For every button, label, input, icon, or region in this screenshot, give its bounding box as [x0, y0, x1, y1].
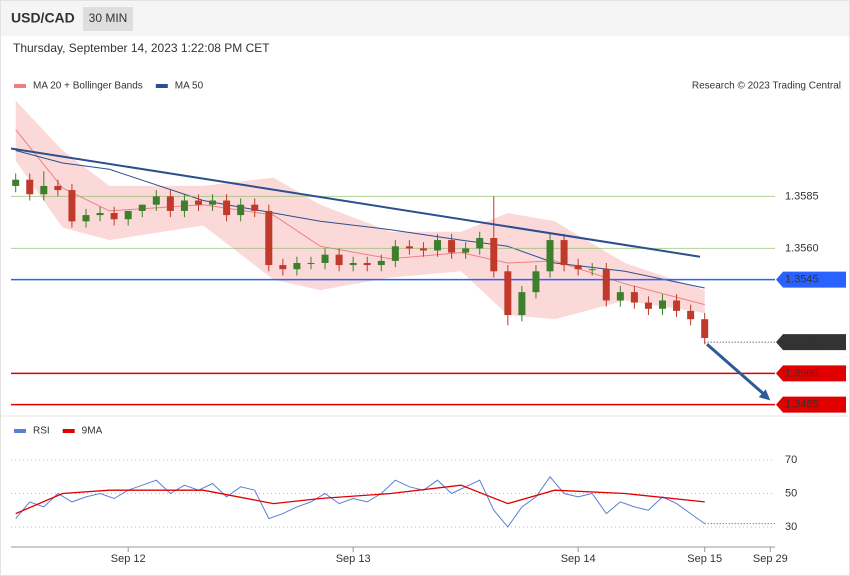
candle-body	[574, 265, 582, 270]
source: Research © 2023 Trading Central	[692, 81, 841, 92]
candle-body	[504, 271, 512, 316]
level-label: 1.3485	[785, 398, 819, 410]
level-label: 1.3560	[785, 242, 819, 254]
x-tick-label: Sep 29	[753, 553, 788, 565]
y-tick-label: 50	[785, 487, 797, 499]
candle-body	[12, 179, 20, 186]
candle-body	[687, 310, 695, 320]
level-label: 1.3515	[785, 336, 819, 348]
candle-body	[321, 254, 329, 263]
candle-body	[448, 240, 456, 253]
legend-label: MA 20 + Bollinger Bands	[33, 81, 143, 92]
header-bar	[1, 1, 849, 36]
legend-label: 9MA	[82, 426, 103, 437]
level-label: 1.3585	[785, 190, 819, 202]
candle-body	[68, 190, 76, 222]
interval: 30 MIN	[89, 11, 128, 25]
candle-body	[194, 200, 202, 205]
candle-body	[630, 292, 638, 303]
candle-body	[307, 262, 315, 264]
timestamp: Thursday, September 14, 2023 1:22:08 PM …	[13, 41, 270, 55]
candle-body	[377, 260, 385, 266]
candle-body	[434, 240, 442, 251]
candle-body	[659, 300, 667, 309]
candle-body	[265, 210, 273, 266]
legend-swatch	[14, 429, 26, 433]
level-label: 1.3500	[785, 367, 819, 379]
y-tick-label: 30	[785, 521, 797, 533]
candle-body	[462, 248, 470, 253]
rsi-line	[15, 484, 705, 515]
candle-body	[223, 200, 231, 216]
candle-body	[166, 196, 174, 211]
candle-body	[124, 210, 132, 220]
candle-body	[251, 204, 259, 211]
candle-body	[138, 204, 146, 211]
candle-body	[560, 240, 568, 266]
candle-body	[546, 240, 554, 272]
candle-body	[644, 302, 652, 309]
candle-body	[532, 271, 540, 293]
candle-body	[237, 204, 245, 216]
level-box	[776, 334, 846, 351]
legend-swatch	[155, 84, 168, 88]
candle-body	[82, 215, 90, 222]
rsi-line	[15, 475, 705, 528]
candle-body	[476, 237, 484, 249]
candle-body	[588, 269, 596, 271]
candle-body	[26, 179, 34, 195]
level-box	[776, 396, 846, 413]
candle-body	[152, 196, 160, 205]
symbol: USD/CAD	[11, 10, 75, 26]
candle-body	[180, 200, 188, 211]
arrow-head	[758, 389, 771, 401]
level-box	[776, 365, 846, 382]
candle-body	[110, 213, 118, 220]
candle-body	[335, 254, 343, 266]
level-box	[776, 271, 846, 288]
x-tick-label: Sep 12	[111, 553, 146, 565]
candle-body	[602, 269, 610, 301]
legend-label: RSI	[33, 426, 50, 437]
candle-body	[616, 292, 624, 301]
candle-body	[209, 200, 217, 205]
candle-body	[419, 248, 427, 251]
x-tick-label: Sep 13	[336, 553, 371, 565]
level-label: 1.3545	[785, 274, 819, 286]
legend-label: MA 50	[175, 81, 204, 92]
candle-body	[518, 292, 526, 316]
x-tick-label: Sep 15	[687, 553, 722, 565]
candle-body	[701, 319, 709, 338]
candle-body	[40, 185, 48, 195]
bollinger-band	[15, 100, 705, 320]
candle-body	[293, 262, 301, 270]
y-tick-label: 70	[785, 454, 797, 466]
candle-body	[96, 213, 104, 216]
legend-swatch	[62, 429, 75, 433]
interval-box	[83, 7, 133, 31]
candle-body	[391, 246, 399, 261]
candle-body	[349, 262, 357, 266]
forecast-arrow	[706, 343, 767, 397]
candle-body	[673, 300, 681, 311]
candle-body	[279, 265, 287, 270]
candle-body	[363, 262, 371, 266]
candle-body	[54, 185, 62, 191]
legend-swatch	[14, 84, 26, 88]
candle-body	[405, 246, 413, 249]
x-tick-label: Sep 14	[561, 553, 596, 565]
trendline	[10, 147, 701, 258]
candle-body	[490, 237, 498, 272]
